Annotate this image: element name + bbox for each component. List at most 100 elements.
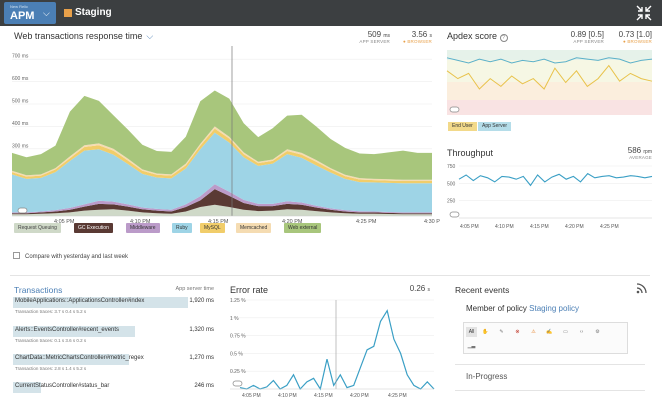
apdex-app-server-stat: 0.89 [0.5] APP SERVER [560, 30, 604, 44]
zoom-toggle-icon[interactable] [17, 207, 28, 214]
chevron-down-icon: ⌵ [146, 31, 154, 41]
y-tick-label: 1 % [230, 316, 239, 322]
transaction-name[interactable]: Alerts::EventsController#recent_events [15, 327, 120, 333]
legend-item[interactable]: Ruby [172, 223, 192, 233]
web-app-server-unit: ms [383, 33, 390, 39]
area-series-ruby [12, 132, 432, 213]
help-icon[interactable]: ? [499, 34, 508, 42]
area-series-memcached [12, 126, 432, 182]
filter-settings-icon[interactable]: ⚙ [595, 329, 600, 335]
y-tick-label: 400 ms [12, 121, 29, 127]
apdex-app-server-value: 0.89 [0.5] [570, 30, 604, 39]
filter-all-button[interactable]: All [466, 327, 477, 337]
throughput-stat: 586 rpm AVERAGE [596, 146, 652, 160]
area-series-middleware [12, 184, 432, 214]
zoom-toggle-icon[interactable] [232, 380, 243, 387]
y-tick-label: 0.75 % [230, 334, 246, 340]
transaction-name[interactable]: CurrentStatusController#status_bar [15, 383, 110, 389]
error-rate-unit: s [427, 287, 431, 293]
legend-item[interactable]: Request Queuing [14, 223, 61, 233]
web-transactions-title[interactable]: Web transactions response time ⌵ [14, 31, 153, 42]
apdex-legend-end-user[interactable]: End User [448, 122, 477, 131]
filter-code-icon[interactable]: ‹› [579, 329, 584, 335]
throughput-value: 586 [627, 146, 642, 155]
filter-alert-icon[interactable]: ✋ [482, 329, 489, 335]
transaction-row[interactable]: MobileApplications::ApplicationsControll… [13, 297, 216, 318]
filter-warning-icon[interactable]: ⚠ [531, 329, 536, 335]
transactions-header: Transactions App server time [14, 285, 214, 295]
filter-screen-icon[interactable]: ▭ [563, 329, 568, 335]
x-tick-label: 4:10 PM [130, 219, 151, 225]
transaction-row[interactable]: ChartData::MetricChartsController#metric… [13, 354, 216, 375]
x-tick-label: 4:05 PM [54, 219, 75, 225]
legend-item[interactable]: MySQL [200, 223, 225, 233]
legend-item[interactable]: GC Execution [74, 223, 113, 233]
transaction-name[interactable]: MobileApplications::ApplicationsControll… [15, 298, 145, 304]
apdex-band-good [447, 60, 652, 82]
brand-sub: New Relic [10, 4, 29, 9]
zoom-toggle-icon[interactable] [449, 106, 460, 113]
apdex-title-text: Apdex score [447, 31, 498, 41]
apdex-legend-app-server[interactable]: App Server [478, 122, 512, 131]
compare-checkbox[interactable]: Compare with yesterday and last week [13, 252, 128, 260]
x-tick-label: 4:15 PM [314, 393, 333, 399]
recent-events-title: Recent events [455, 285, 510, 295]
app-name[interactable]: Staging [75, 7, 112, 18]
error-rate-stat: 0.26 s [400, 284, 430, 293]
apdex-series-app-server [446, 57, 653, 64]
apdex-browser-label: ● BROWSER [622, 39, 652, 44]
product-switcher[interactable]: New Relic APM ⌵ [4, 2, 56, 24]
policy-prefix: Member of policy [466, 304, 527, 313]
web-browser-stat: 3.56 s ● BROWSER [394, 30, 432, 44]
zoom-toggle-icon[interactable] [449, 211, 460, 218]
policy-membership: Member of policy Staging policy [466, 304, 579, 313]
x-tick-label: 4:20 PM [350, 393, 369, 399]
error-rate-title: Error rate [230, 285, 269, 295]
area-series-gc-execution [12, 189, 432, 215]
apdex-series-end-user [446, 64, 653, 90]
y-tick-label: 500 [447, 181, 456, 187]
transaction-name[interactable]: ChartData::MetricChartsController#metric… [15, 355, 144, 361]
y-tick-label: 300 ms [12, 143, 29, 149]
transaction-time: 1,270 ms [189, 355, 214, 361]
filter-metrics-icon[interactable]: ▁▃ [467, 343, 476, 349]
error-rate-series-line [239, 309, 435, 391]
transaction-row[interactable]: CurrentStatusController#status_bar 246 ms [13, 382, 216, 401]
event-filter-bar: All ✋ ✎ ⊗ ⚠ ✍ ▭ ‹› ⚙ ▁▃ [463, 322, 628, 354]
transaction-traces[interactable]: Transaction traces: 3.7 s 0.4 s 5.2 s [15, 309, 87, 314]
web-browser-label: ● BROWSER [402, 39, 432, 44]
filter-deploy-icon[interactable]: ✎ [499, 329, 504, 335]
x-tick-label: 4:25 PM [600, 224, 619, 230]
transaction-row[interactable]: Alerts::EventsController#recent_events 1,… [13, 326, 216, 347]
transaction-traces[interactable]: Transaction traces: 2.8 s 1.4 s 5.2 s [15, 366, 87, 371]
y-tick-label: 250 [447, 199, 456, 205]
transaction-bar [13, 354, 129, 365]
web-transactions-title-text: Web transactions response time [14, 31, 143, 41]
app-color-swatch-icon [64, 9, 72, 17]
filter-note-icon[interactable]: ✍ [546, 329, 553, 335]
legend-item[interactable]: Web external [284, 223, 322, 233]
collapse-icon[interactable] [636, 5, 652, 21]
legend-item[interactable]: Memcached [236, 223, 272, 233]
transactions-subtitle: App server time [175, 286, 214, 292]
checkbox-icon[interactable] [13, 252, 20, 259]
policy-link[interactable]: Staging policy [529, 304, 579, 313]
rss-feed-icon[interactable] [636, 282, 648, 294]
x-tick-label: 4:30 P [424, 219, 440, 225]
throughput-title: Throughput [447, 148, 494, 158]
brand-name: APM [10, 10, 35, 22]
throughput-label: AVERAGE [629, 155, 652, 160]
legend-item[interactable]: Middleware [126, 223, 160, 233]
transaction-traces[interactable]: Transaction traces: 0.1 s 3.6 s 0.2 s [15, 338, 87, 343]
apdex-band-fair [447, 82, 652, 100]
apdex-browser-value: 0.73 [1.0] [618, 30, 652, 39]
transactions-title[interactable]: Transactions [14, 285, 63, 295]
x-tick-label: 4:20 PM [282, 219, 303, 225]
transaction-time: 1,920 ms [189, 298, 214, 304]
filter-critical-icon[interactable]: ⊗ [515, 329, 520, 335]
x-tick-label: 4:10 PM [495, 224, 514, 230]
